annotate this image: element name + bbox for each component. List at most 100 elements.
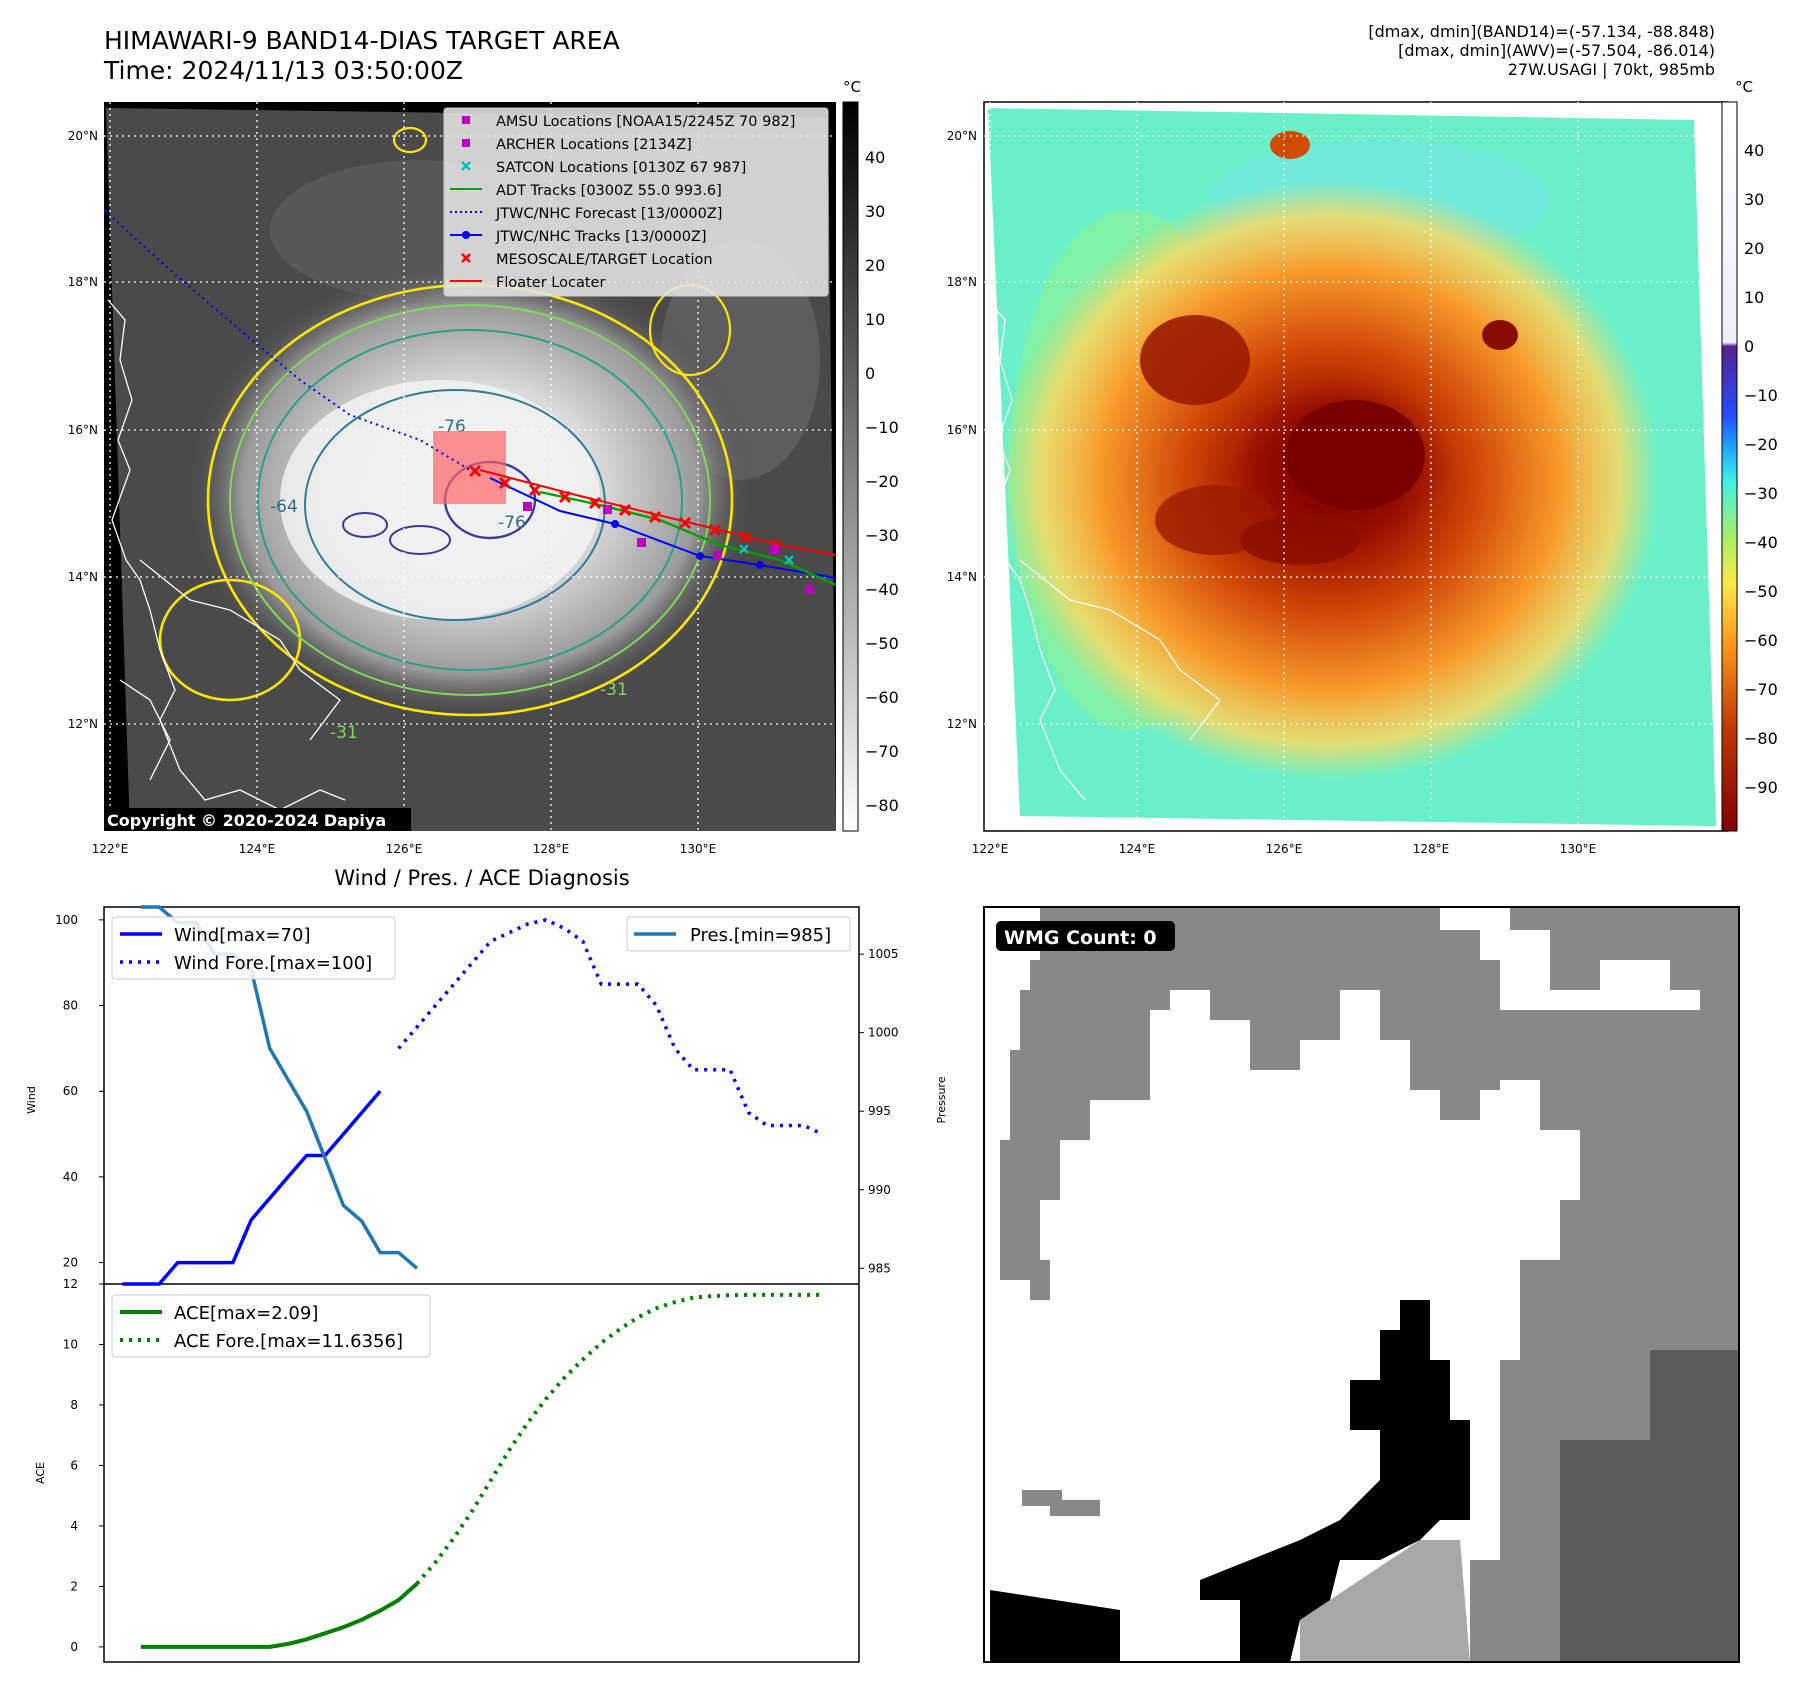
legend-satcon: SATCON Locations [0130Z 67 987]	[496, 160, 746, 176]
awv-cbar-tick-m30: −30	[1744, 484, 1778, 503]
pressure-legend-label: Pres.[min=985]	[690, 925, 831, 946]
title-line-2: Time: 2024/11/13 03:50:00Z	[104, 56, 463, 85]
legend-amsu-marker	[462, 116, 470, 124]
awv-coastlines	[987, 299, 1221, 801]
ir-cbar-tick-m20: −20	[865, 472, 899, 491]
awv-cbar-tick-m70: −70	[1744, 680, 1778, 699]
awv-cbar-tick-m90: −90	[1744, 778, 1778, 797]
ir-colorbar-unit: °C	[843, 78, 861, 96]
legend-archer-marker	[462, 139, 470, 147]
awv-lat-label-20: 20°N	[947, 129, 977, 143]
wind-axis-label: Wind	[25, 1086, 38, 1114]
wind-series-line	[122, 1090, 382, 1286]
awv-lat-label-16: 16°N	[947, 423, 977, 437]
ir-panel: -64 -76 -76 -31 -31	[68, 78, 899, 856]
pressure-ytick-990: 990	[868, 1183, 891, 1197]
awv-lon-label-124: 124°E	[1119, 842, 1156, 856]
wmg-count-badge: WMG Count: 0	[1004, 927, 1157, 949]
awv-cbar-tick-m20: −20	[1744, 435, 1778, 454]
pressure-legend: Pres.[min=985]	[626, 916, 851, 952]
wind-ytick-40: 40	[63, 1170, 78, 1184]
legend-floater: Floater Locater	[496, 275, 605, 291]
legend-mesoscale-marker	[461, 253, 471, 263]
satcon-markers	[739, 544, 794, 565]
ir-cbar-tick-m30: −30	[865, 526, 899, 545]
ace-legend: ACE[max=2.09] ACE Fore.[max=11.6356]	[111, 1294, 431, 1358]
awv-lat-label-18: 18°N	[947, 275, 977, 289]
legend-box	[443, 107, 829, 297]
ace-plot: 0 2 4 6 8 10 12 ACE ACE[max=2.09] ACE Fore.[ma…	[34, 1277, 823, 1654]
awv-lon-label-122: 122°E	[972, 842, 1009, 856]
pressure-ytick-995: 995	[868, 1104, 891, 1118]
awv-cbar-tick-m60: −60	[1744, 631, 1778, 650]
title-line-1: HIMAWARI-9 BAND14-DIAS TARGET AREA	[104, 26, 620, 55]
ir-cbar-tick-0: 0	[865, 364, 875, 383]
ace-legend-label: ACE[max=2.09]	[174, 1303, 318, 1324]
wind-fore-legend-label: Wind Fore.[max=100]	[174, 953, 372, 974]
copyright-box	[104, 808, 411, 831]
ace-ytick-12: 12	[63, 1277, 78, 1291]
amsu-archer-markers	[523, 502, 814, 594]
awv-panel: 20°N 18°N 16°N 14°N 12°N 122°E 124°E 126…	[947, 78, 1778, 856]
ir-lat-label-18: 18°N	[68, 275, 98, 289]
pressure-ytick-1005: 1005	[868, 947, 899, 961]
wmg-frame	[983, 906, 1740, 1663]
awv-cbar-tick-m80: −80	[1744, 729, 1778, 748]
info-line-3: 27W.USAGI | 70kt, 985mb	[1507, 60, 1715, 79]
ace-axis-label: ACE	[34, 1462, 47, 1484]
wmg-badge-box	[996, 921, 1175, 951]
legend-adt: ADT Tracks [0300Z 55.0 993.6]	[496, 183, 722, 199]
wmg-black-region-center	[1200, 1300, 1470, 1662]
awv-lat-label-14: 14°N	[947, 570, 977, 584]
contour-label-4: -31	[330, 723, 358, 743]
contour-label-1: -64	[270, 497, 298, 517]
ir-cbar-tick-m10: −10	[865, 418, 899, 437]
ir-lon-label-124: 124°E	[239, 842, 276, 856]
wmg-darkgray-region	[1560, 1350, 1739, 1662]
ir-cbar-tick-m40: −40	[865, 580, 899, 599]
legend-forecast: JTWC/NHC Forecast [13/0000Z]	[495, 206, 722, 222]
awv-lat-label-12: 12°N	[947, 717, 977, 731]
wind-ytick-100: 100	[55, 913, 78, 927]
legend-amsu: AMSU Locations [NOAA15/2245Z 70 982]	[496, 114, 795, 130]
awv-cbar-tick-m40: −40	[1744, 533, 1778, 552]
ace-fore-legend-label: ACE Fore.[max=11.6356]	[174, 1331, 403, 1352]
ir-lon-label-128: 128°E	[533, 842, 570, 856]
ace-ytick-2: 2	[70, 1579, 78, 1593]
wind-legend-box	[111, 916, 396, 980]
awv-lon-label-126: 126°E	[1266, 842, 1303, 856]
ace-ytick-10: 10	[63, 1337, 78, 1351]
ir-lon-label-130: 130°E	[680, 842, 717, 856]
legend-mesoscale: MESOSCALE/TARGET Location	[496, 252, 713, 268]
contour-label-3: -31	[600, 680, 628, 700]
info-line-1: [dmax, dmin](BAND14)=(-57.134, -88.848)	[1368, 22, 1715, 41]
ir-cbar-tick-20: 20	[865, 256, 885, 275]
pressure-ytick-1000: 1000	[868, 1026, 899, 1040]
jtwc-track	[489, 477, 836, 579]
wmg-black-region-west	[990, 1590, 1120, 1662]
ace-ytick-8: 8	[70, 1398, 78, 1412]
ir-lon-label-126: 126°E	[386, 842, 423, 856]
ir-cbar-tick-40: 40	[865, 148, 885, 167]
wmg-gray-region-west	[1000, 907, 1500, 1300]
legend-archer: ARCHER Locations [2134Z]	[496, 137, 692, 153]
ir-lat-label-12: 12°N	[68, 717, 98, 731]
ace-ytick-6: 6	[70, 1458, 78, 1472]
ace-series-line	[140, 1582, 419, 1649]
ace-forecast-series-line	[415, 1292, 823, 1586]
wind-pres-plot: 20 40 60 80 100 985 990 995 1000 1005 Wind Press…	[25, 905, 948, 1286]
ir-colorbar	[842, 101, 859, 832]
storm-info: [dmax, dmin](BAND14)=(-57.134, -88.848) …	[1368, 22, 1715, 79]
awv-cbar-tick-0: 0	[1744, 337, 1754, 356]
wind-ytick-60: 60	[63, 1084, 78, 1098]
wind-ytick-80: 80	[63, 999, 78, 1013]
wmg-gray-region-north	[1510, 907, 1739, 1010]
jtwc-forecast-track	[104, 209, 471, 471]
ir-lon-label-122: 122°E	[92, 842, 129, 856]
adt-track	[539, 490, 836, 587]
awv-cbar-tick-m50: −50	[1744, 582, 1778, 601]
awv-central-dense-overcast	[1285, 400, 1425, 510]
wind-forecast-series-line	[397, 918, 823, 1136]
diagnosis-title: Wind / Pres. / ACE Diagnosis	[334, 866, 629, 890]
